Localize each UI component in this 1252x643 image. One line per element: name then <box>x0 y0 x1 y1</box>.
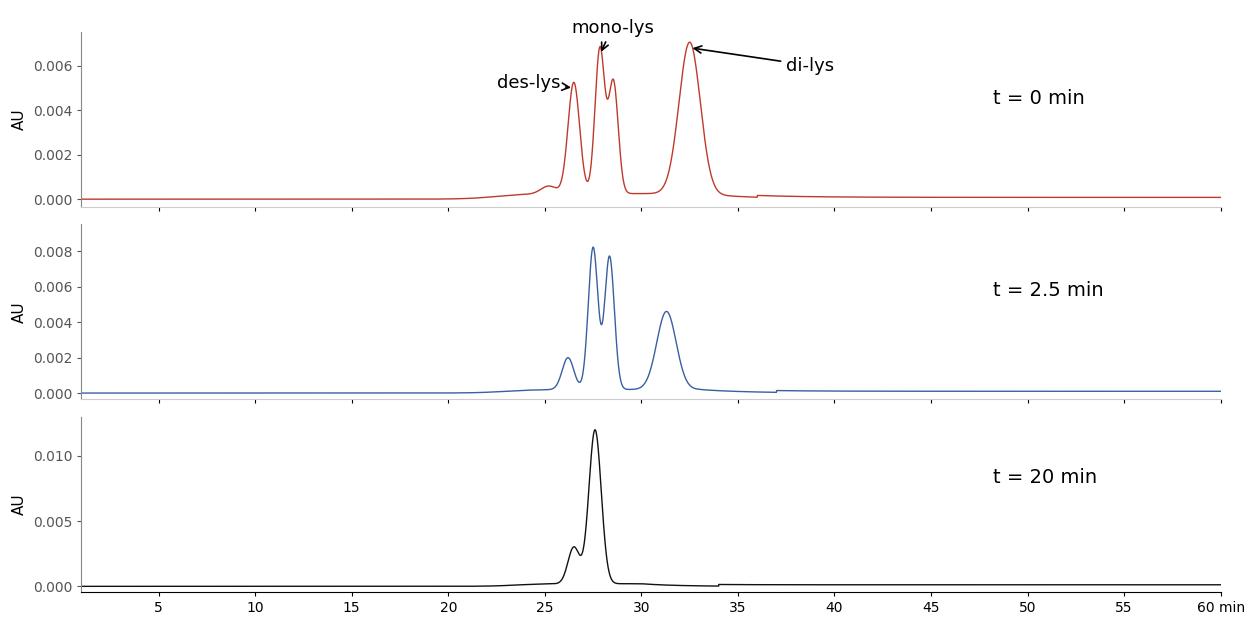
Text: des-lys: des-lys <box>497 75 570 93</box>
Y-axis label: AU: AU <box>13 493 28 515</box>
Y-axis label: AU: AU <box>13 109 28 131</box>
Text: t = 20 min: t = 20 min <box>993 469 1097 487</box>
Text: t = 2.5 min: t = 2.5 min <box>993 282 1103 300</box>
Y-axis label: AU: AU <box>13 301 28 323</box>
Text: di-lys: di-lys <box>695 46 834 75</box>
Text: t = 0 min: t = 0 min <box>993 89 1084 108</box>
Text: mono-lys: mono-lys <box>571 19 654 50</box>
